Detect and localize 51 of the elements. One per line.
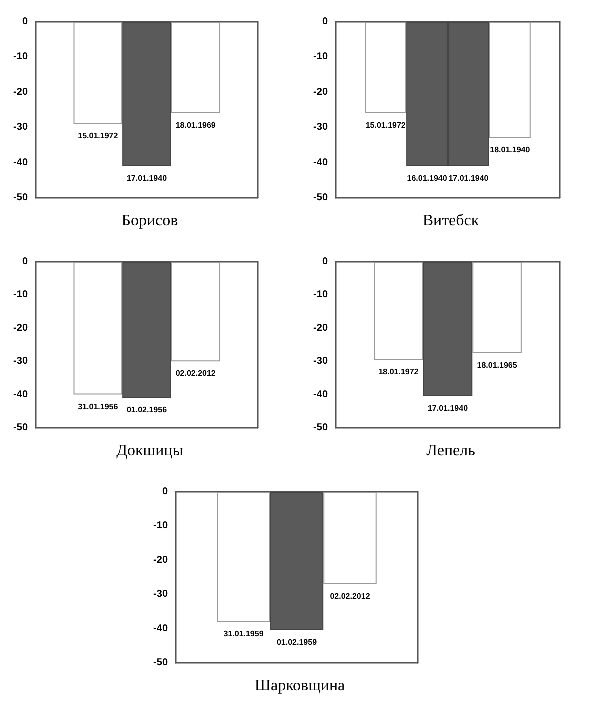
data-label: 17.01.1940 [428, 404, 469, 413]
y-tick-label: -50 [314, 422, 328, 434]
y-tick-label: -50 [14, 192, 28, 204]
y-tick-label: -30 [314, 122, 328, 134]
y-tick-label: -10 [14, 290, 28, 301]
y-tick-label: 0 [162, 486, 168, 498]
y-tick-label: -10 [314, 52, 328, 63]
data-label: 17.01.1940 [126, 174, 168, 183]
data-label: 01.02.1959 [276, 638, 318, 648]
data-label: 18.01.1969 [176, 121, 216, 130]
text: Борисов [122, 212, 179, 230]
text: Шарковщина [254, 678, 346, 694]
y-tick-label: -40 [14, 157, 28, 168]
y-tick-label: -20 [14, 322, 28, 334]
data-label: 01.02.1956 [126, 406, 168, 415]
y-tick-label: -10 [14, 52, 28, 63]
y-tick-label: -40 [314, 389, 328, 400]
y-tick-label: -50 [314, 192, 328, 204]
y-tick-label: -40 [314, 157, 328, 168]
text: Лепель [426, 442, 476, 460]
data-label: 17.01.1940 [448, 174, 490, 183]
y-tick-label: 0 [322, 16, 328, 28]
y-tick-label: -30 [314, 356, 328, 368]
data-label: 31.01.1956 [78, 402, 119, 412]
data-label: 02.02.2012 [176, 369, 216, 378]
text: Витебск [422, 212, 480, 230]
y-tick-label: -30 [14, 356, 28, 368]
data-label: 15.01.1972 [366, 121, 406, 130]
data-label: 15.01.1972 [78, 132, 119, 141]
y-tick-label: -20 [154, 554, 168, 566]
y-tick-label: 0 [22, 256, 28, 268]
text: Докшицы [116, 442, 184, 460]
data-label: 02.02.2012 [330, 592, 371, 601]
y-tick-label: -20 [314, 86, 328, 98]
y-tick-label: -40 [154, 623, 168, 634]
data-label: 16.01.1940 [407, 174, 448, 183]
data-label: 18.01.1940 [490, 146, 531, 155]
y-tick-label: -10 [314, 290, 328, 301]
y-tick-label: 0 [322, 256, 328, 268]
y-tick-label: -20 [314, 322, 328, 334]
data-label: 18.01.1972 [378, 367, 420, 376]
y-tick-label: 0 [22, 16, 28, 28]
y-tick-label: -50 [154, 658, 168, 668]
y-tick-label: -50 [14, 422, 28, 434]
y-tick-label: -30 [154, 589, 168, 600]
y-tick-label: -30 [14, 122, 28, 134]
y-tick-label: -10 [154, 520, 168, 532]
data-label: 31.01.1959 [224, 629, 264, 638]
data-label: 18.01.1965 [477, 360, 518, 370]
y-tick-label: -20 [14, 86, 28, 98]
y-tick-label: -40 [14, 389, 28, 400]
